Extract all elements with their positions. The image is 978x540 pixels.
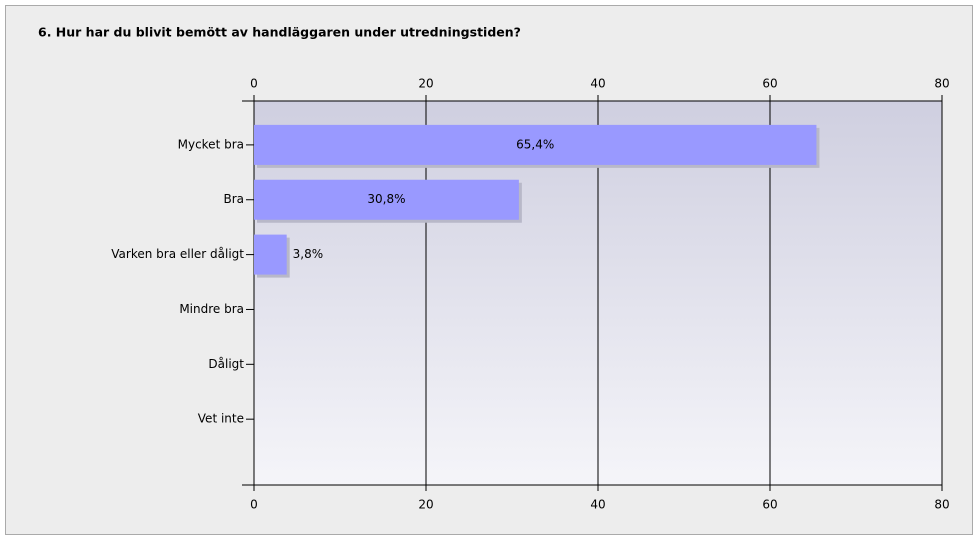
bar: [254, 179, 519, 220]
x-tick-label: 20: [418, 77, 433, 91]
y-tick-label: Dåligt: [208, 357, 244, 371]
y-tick-label: Vet inte: [198, 412, 244, 426]
y-tick-label: Bra: [223, 192, 244, 206]
y-tick-label: Mindre bra: [179, 302, 244, 316]
x-tick-label: 20: [418, 498, 433, 512]
x-tick-label: 40: [590, 77, 605, 91]
value-label: 65,4%: [516, 137, 554, 151]
y-tick-label: Varken bra eller dåligt: [111, 247, 244, 261]
x-tick-label: 60: [762, 498, 777, 512]
value-label: 3,8%: [293, 247, 324, 261]
chart-title: 6. Hur har du blivit bemött av handlägga…: [38, 25, 521, 40]
x-tick-label: 80: [934, 77, 949, 91]
y-tick-label: Mycket bra: [178, 137, 244, 151]
x-tick-label: 0: [250, 498, 258, 512]
x-tick-label: 60: [762, 77, 777, 91]
x-tick-label: 80: [934, 498, 949, 512]
bar: [254, 234, 287, 275]
value-label: 30,8%: [367, 192, 405, 206]
x-tick-label: 0: [250, 77, 258, 91]
x-tick-label: 40: [590, 498, 605, 512]
bar: [254, 124, 817, 165]
